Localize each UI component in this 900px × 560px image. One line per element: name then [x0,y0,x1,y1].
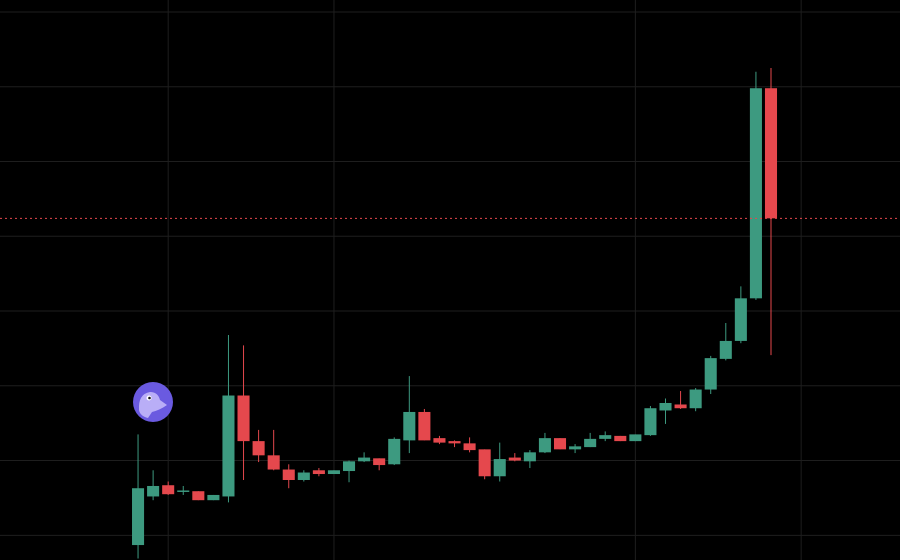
candle-body [207,494,220,501]
candle-body [282,469,295,480]
candle-body [132,488,145,546]
candle-body [343,461,356,472]
candle-body [373,458,386,466]
candle-body [177,490,190,492]
candle-body [418,411,431,441]
candle-body [448,441,461,444]
candle-body [764,88,778,219]
candle-body [553,438,567,450]
candle-body [433,438,446,443]
avatar-bird[interactable] [138,392,167,418]
candle-body [644,408,657,436]
candle-body [674,404,687,409]
candles [132,68,778,559]
candle-body [599,435,612,439]
avatar[interactable] [133,382,173,422]
candle-body [704,358,717,390]
candle-body [659,402,672,411]
candle-body [569,446,582,450]
candle-body [689,389,702,409]
candle-body [629,434,642,442]
candle-body [267,455,280,470]
candle-body [463,443,476,451]
avatar-pupil [148,396,151,400]
candle-body [327,470,340,475]
candle-body [719,340,732,359]
candle-body [388,438,401,465]
candle-body [252,441,265,456]
candle-body [192,491,205,501]
candle-body [237,395,250,442]
candle-body [508,457,521,461]
candle-body [222,395,235,497]
candle-body [493,459,506,477]
candle-body [523,452,536,462]
candle-body [538,438,551,453]
candle-body [614,435,627,442]
candle-body [297,472,310,480]
candle-body [162,485,175,495]
candle-body [147,485,160,497]
candle-body [749,88,762,299]
candle-body [358,457,371,462]
candle-body [312,470,325,475]
candle-body [734,298,747,341]
candle-body [584,438,597,448]
candle-body [478,449,491,477]
candle-body [403,411,416,441]
